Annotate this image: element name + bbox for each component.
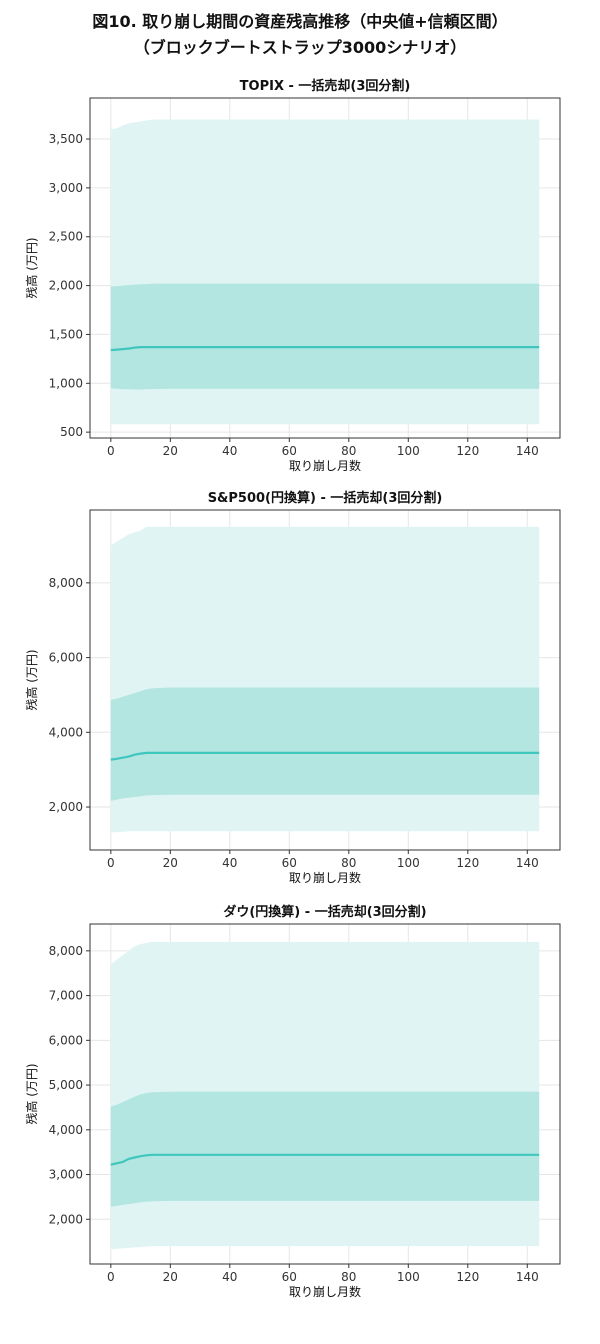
y-tick-label: 2,000	[49, 800, 83, 814]
x-tick-label: 60	[282, 444, 297, 458]
chart-title: TOPIX - 一括売却(3回分割)	[240, 78, 411, 94]
y-axis-label: 残高 (万円)	[24, 237, 39, 298]
y-tick-label: 2,000	[49, 1212, 83, 1226]
y-tick-label: 5,000	[49, 1078, 83, 1092]
x-tick-label: 0	[107, 856, 115, 870]
x-axis-label: 取り崩し月数	[289, 458, 361, 473]
x-tick-label: 140	[516, 856, 539, 870]
y-tick-label: 7,000	[49, 989, 83, 1003]
x-tick-label: 120	[456, 856, 479, 870]
x-axis-label: 取り崩し月数	[289, 1284, 361, 1299]
x-tick-label: 80	[341, 444, 356, 458]
y-tick-label: 8,000	[49, 944, 83, 958]
x-tick-label: 80	[341, 1270, 356, 1284]
x-tick-label: 40	[222, 1270, 237, 1284]
y-tick-label: 3,000	[49, 1168, 83, 1182]
chart-sp500: S&P500(円換算) - 一括売却(3回分割) 0 20 40 60 80 100 120 1…	[24, 490, 561, 885]
figure-title: 図10. 取り崩し期間の資産残高推移（中央値+信頼区間）	[92, 12, 508, 31]
plot-frame	[89, 923, 561, 1265]
y-tick-label: 8,000	[49, 576, 83, 590]
x-tick-label: 0	[107, 1270, 115, 1284]
y-tick-label: 1,000	[49, 376, 83, 390]
x-tick-label: 0	[107, 444, 115, 458]
y-tick-label: 6,000	[49, 651, 83, 665]
inner-confidence-band	[110, 1091, 540, 1207]
x-tick-label: 20	[163, 856, 178, 870]
x-tick-label: 140	[516, 1270, 539, 1284]
y-tick-label: 1,500	[49, 327, 83, 341]
chart-topix: TOPIX - 一括売却(3回分割) 0 20 40 60 80 100 120 140 500 1…	[24, 78, 561, 473]
median-line	[110, 751, 540, 761]
x-tick-label: 20	[163, 444, 178, 458]
plot-frame	[89, 97, 561, 439]
y-axis-label: 残高 (万円)	[24, 1063, 39, 1124]
x-tick-label: 20	[163, 1270, 178, 1284]
y-tick-label: 6,000	[49, 1033, 83, 1047]
inner-confidence-band	[110, 687, 540, 801]
x-tick-label: 80	[341, 856, 356, 870]
x-axis-label: 取り崩し月数	[289, 870, 361, 885]
y-tick-label: 3,000	[49, 181, 83, 195]
inner-confidence-band	[110, 283, 540, 390]
x-tick-label: 100	[397, 1270, 420, 1284]
y-tick-label: 4,000	[49, 1123, 83, 1137]
x-tick-label: 100	[397, 444, 420, 458]
figure-subtitle: （ブロックブートストラップ3000シナリオ）	[133, 38, 467, 57]
x-tick-label: 40	[222, 444, 237, 458]
y-tick-label: 2,500	[49, 230, 83, 244]
y-tick-label: 2,000	[49, 279, 83, 293]
chart-title: ダウ(円換算) - 一括売却(3回分割)	[223, 904, 426, 920]
x-tick-label: 60	[282, 856, 297, 870]
x-tick-label: 60	[282, 1270, 297, 1284]
y-axis-label: 残高 (万円)	[24, 649, 39, 710]
y-tick-label: 4,000	[49, 725, 83, 739]
x-tick-label: 120	[456, 1270, 479, 1284]
y-tick-label: 500	[60, 425, 83, 439]
chart-dow: ダウ(円換算) - 一括売却(3回分割) 0 20 40 60 80 100 120 140 2,…	[24, 904, 561, 1299]
x-tick-label: 140	[516, 444, 539, 458]
median-line	[110, 1153, 540, 1166]
x-tick-label: 120	[456, 444, 479, 458]
median-line	[110, 346, 540, 352]
x-tick-label: 40	[222, 856, 237, 870]
plot-frame	[89, 509, 561, 851]
chart-title: S&P500(円換算) - 一括売却(3回分割)	[208, 490, 443, 506]
x-tick-label: 100	[397, 856, 420, 870]
y-tick-label: 3,500	[49, 132, 83, 146]
